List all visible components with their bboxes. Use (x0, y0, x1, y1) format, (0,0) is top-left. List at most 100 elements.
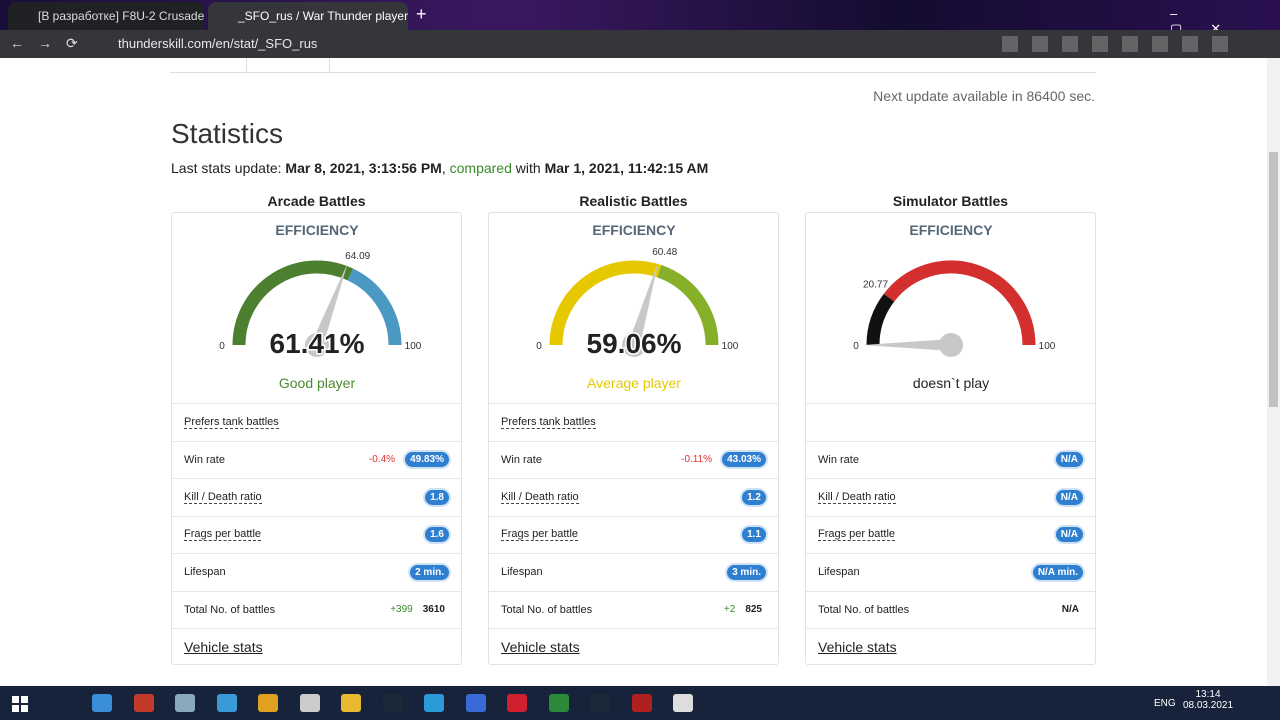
min-label: 0 (219, 341, 225, 352)
stat-label: Win rate (818, 453, 859, 466)
taskbar-icon[interactable] (631, 694, 652, 712)
prefers-row: Prefers tank battles (172, 403, 461, 441)
stat-change: -0.4% (368, 454, 396, 466)
needle-hub (305, 333, 329, 357)
compared-link[interactable]: compared (449, 160, 512, 176)
stat-row: Win rate N/A (806, 440, 1095, 479)
stat-label: Lifespan (501, 566, 543, 579)
site-tabs (170, 58, 1096, 73)
tab-strip: [В разработке] F8U-2 Crusader... _SFO_ru… (0, 0, 1280, 36)
link-row: Vehicle stats (489, 628, 778, 666)
efficiency-label: EFFICIENCY (275, 222, 359, 238)
efficiency-label: EFFICIENCY (592, 222, 676, 238)
taskbar-icon[interactable] (424, 694, 444, 712)
stat-label: Total No. of battles (818, 603, 910, 616)
taskbar-icon[interactable] (299, 694, 320, 712)
gauge-low (232, 260, 354, 346)
stat-label: Total No. of battles (501, 603, 593, 616)
stat-change: -0.11% (681, 454, 713, 466)
prefers-row (806, 403, 1095, 441)
stat-row: Total No. of battles N/A (806, 590, 1095, 629)
address-bar[interactable]: thunderskill.com/en/stat/_SFO_rus (118, 36, 318, 51)
tab[interactable]: [В разработке] F8U-2 Crusader... (8, 2, 204, 30)
taskbar-icon[interactable] (465, 694, 486, 712)
stat-row: Kill / Death ratio N/A (806, 478, 1095, 516)
stat-value: 49.83% (405, 452, 449, 468)
site-tab-active[interactable] (246, 58, 330, 73)
stat-value: N/A (1055, 489, 1083, 505)
efficiency-value: 61.41% (270, 328, 365, 359)
date: Mar 8, 2021, 3:13:56 PM (285, 160, 442, 176)
new-tab[interactable]: + (416, 4, 427, 24)
clock[interactable]: 13:14 08.03.2021 (1182, 689, 1234, 711)
stat-label: Frags per battle (501, 528, 579, 542)
start-button[interactable] (12, 696, 28, 712)
max-label: 100 (405, 341, 422, 352)
needle (628, 260, 659, 347)
tab-active[interactable]: _SFO_rus / War Thunder player s... (208, 2, 408, 30)
stat-label: Kill / Death ratio (818, 490, 896, 504)
stat-change: +399 (390, 604, 413, 616)
link-row: Vehicle stats (806, 628, 1095, 666)
stat-label: Lifespan (818, 566, 860, 579)
heading: Statistics (171, 118, 284, 149)
comma: , (441, 160, 446, 176)
panel-title: Arcade Battles (267, 193, 366, 209)
prefers: Prefers tank battles (184, 415, 279, 429)
compared-date: Mar 1, 2021, 11:42:15 AM (544, 160, 709, 176)
stat-value: 1.6 (425, 527, 449, 543)
stat-label: Win rate (501, 453, 542, 466)
needle-hub (939, 333, 963, 357)
scrollbar[interactable] (1267, 58, 1280, 686)
efficiency-label: EFFICIENCY (909, 222, 993, 238)
stat-label: Kill / Death ratio (501, 490, 579, 504)
taskbar-icon[interactable] (382, 694, 403, 712)
taskbar-icon[interactable] (133, 694, 154, 712)
nav-buttons[interactable]: ←→⟳ (10, 35, 92, 51)
gauge-low (549, 260, 662, 346)
stat-row: Lifespan N/A min. (806, 553, 1095, 591)
taskbar-icon[interactable] (175, 694, 195, 712)
taskbar-icon[interactable] (507, 694, 527, 712)
vehicle-stats-link[interactable]: Vehicle stats (501, 639, 580, 656)
taskbar-icon[interactable] (92, 694, 112, 712)
stat-label: Frags per battle (184, 528, 262, 542)
label: Last stats update: (171, 160, 282, 176)
taskbar-icon[interactable] (673, 694, 693, 712)
extensions[interactable] (1002, 36, 1242, 52)
stat-value: 43.03% (722, 452, 766, 468)
stat-label: Lifespan (184, 566, 226, 579)
with: with (515, 160, 541, 176)
taskbar-icon[interactable] (548, 694, 569, 712)
stat-value: 1.1 (742, 527, 766, 543)
stat-value: 1.8 (425, 489, 449, 505)
needle-hub (622, 333, 646, 357)
panel-title: Simulator Battles (892, 193, 1009, 209)
needle (311, 262, 348, 348)
stat-row: Total No. of battles +2 825 (489, 590, 778, 629)
stat-label: Total No. of battles (184, 603, 276, 616)
stat-row: Total No. of battles +399 3610 (172, 590, 461, 629)
taskbar-icon[interactable] (590, 694, 610, 712)
next-update: Next update available in 86400 sec. (873, 88, 1095, 104)
vehicle-stats-link[interactable]: Vehicle stats (184, 639, 263, 656)
language[interactable]: ENG (1154, 698, 1176, 709)
rating: Good player (279, 375, 356, 391)
marker-label: 20.77 (863, 279, 888, 290)
date: 08.03.2021 (1182, 700, 1234, 711)
scroll-thumb[interactable] (1269, 152, 1278, 407)
stat-row: Frags per battle 1.1 (489, 515, 778, 554)
stat-value: 825 (745, 604, 762, 616)
stat-row: Lifespan 2 min. (172, 553, 461, 591)
stat-label: Frags per battle (818, 528, 896, 542)
stat-change: +2 (723, 604, 736, 616)
taskbar-icon[interactable] (216, 694, 237, 712)
stat-label: Win rate (184, 453, 225, 466)
stat-row: Kill / Death ratio 1.8 (172, 478, 461, 516)
rating: Average player (587, 375, 681, 391)
vehicle-stats-link[interactable]: Vehicle stats (818, 639, 897, 656)
time: 13:14 (1195, 689, 1221, 700)
stats-panel: EFFICIENCY 20.77 0 100 doesn`t play Win rate N… (805, 212, 1096, 665)
taskbar-icon[interactable] (258, 694, 278, 712)
taskbar-icon[interactable] (341, 694, 361, 712)
